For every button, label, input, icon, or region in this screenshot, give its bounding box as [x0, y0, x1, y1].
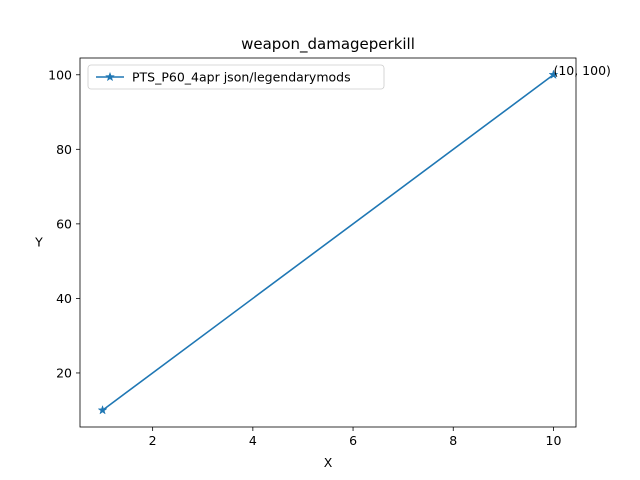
y-tick-label: 20: [56, 365, 72, 380]
y-tick-label: 80: [56, 142, 72, 157]
legend: PTS_P60_4apr json/legendarymods: [87, 64, 385, 90]
annotation-layer: (10, 100): [553, 63, 610, 78]
legend-marker-swatch: [104, 71, 116, 82]
series-layer: [97, 69, 559, 415]
y-tick-label: 40: [56, 291, 72, 306]
x-tick-label: 10: [546, 433, 562, 448]
y-tick-label: 100: [48, 67, 72, 82]
legend-box: [87, 64, 385, 90]
series-line: [102, 74, 554, 411]
data-point-marker: [548, 69, 559, 80]
y-axis-ticks: 20 40 60 80 100: [48, 67, 80, 380]
x-axis-ticks: 2 4 6 8 10: [149, 427, 562, 448]
data-point-marker: [97, 404, 108, 415]
chart-title: weapon_damageperkill: [241, 35, 415, 54]
x-tick-label: 2: [149, 433, 157, 448]
plot-frame: [79, 57, 577, 428]
x-axis-label: X: [324, 455, 333, 470]
x-tick-label: 8: [449, 433, 457, 448]
y-axis-label: Y: [34, 235, 43, 250]
legend-entry-label: PTS_P60_4apr json/legendarymods: [132, 70, 351, 85]
x-tick-label: 6: [349, 433, 357, 448]
data-point-annotation: (10, 100): [553, 63, 610, 78]
y-tick-label: 60: [56, 216, 72, 231]
x-tick-label: 4: [249, 433, 257, 448]
